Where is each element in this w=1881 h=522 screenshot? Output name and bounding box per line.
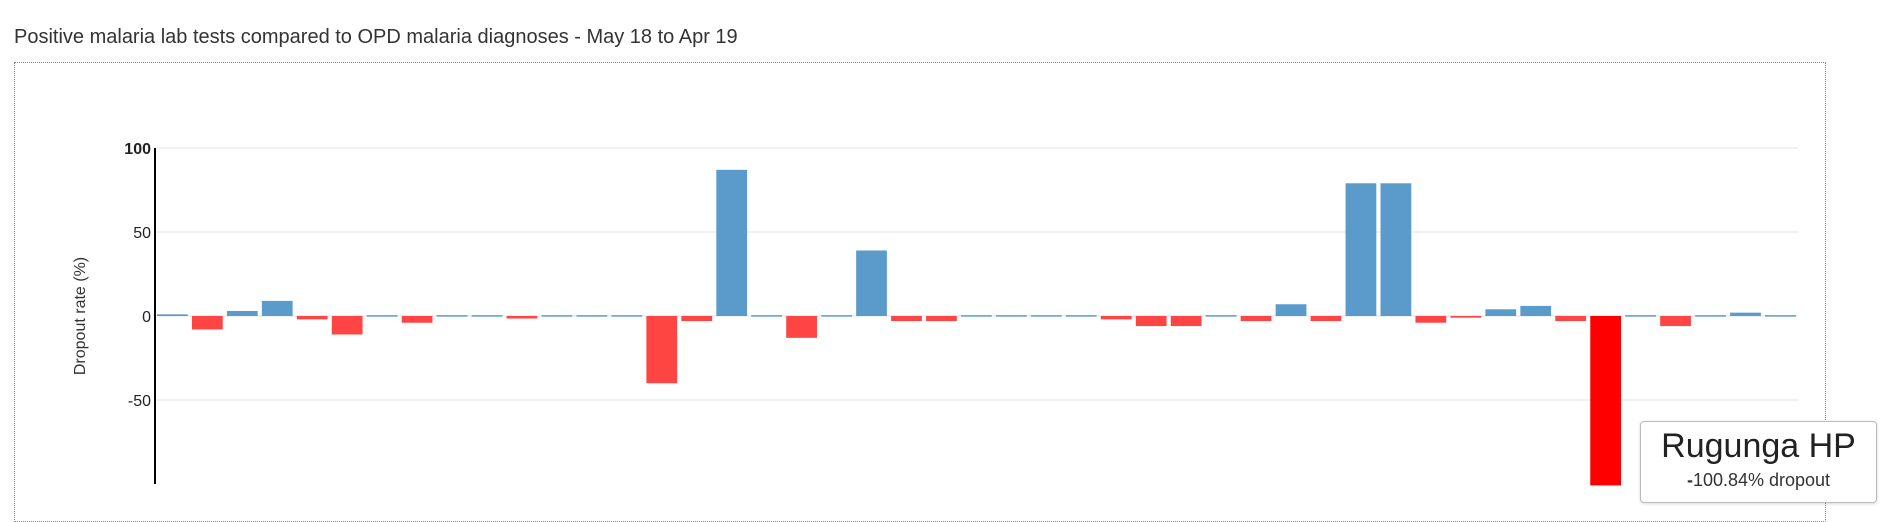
bar[interactable]: [1590, 316, 1622, 486]
bar[interactable]: [1170, 316, 1202, 327]
bar[interactable]: [1450, 316, 1482, 318]
bar[interactable]: [506, 316, 538, 319]
bar[interactable]: [1625, 315, 1656, 317]
bar[interactable]: [226, 310, 258, 316]
y-tick-label: 50: [133, 225, 151, 242]
bar[interactable]: [576, 315, 608, 317]
bar[interactable]: [1730, 312, 1761, 316]
y-tick-label: 100: [124, 141, 151, 158]
bar[interactable]: [926, 316, 957, 322]
bar[interactable]: [681, 316, 713, 322]
bar[interactable]: [1135, 316, 1167, 327]
bar[interactable]: [1100, 316, 1132, 320]
bar[interactable]: [1030, 315, 1062, 317]
tooltip-sign: -: [1686, 470, 1693, 490]
bar[interactable]: [1660, 316, 1691, 327]
bar[interactable]: [751, 315, 783, 317]
bar[interactable]: [436, 315, 468, 317]
bar[interactable]: [1485, 309, 1517, 316]
bar[interactable]: [891, 316, 922, 322]
bar[interactable]: [1520, 305, 1552, 316]
bars: [157, 169, 1796, 486]
bar[interactable]: [646, 316, 678, 384]
bar[interactable]: [1380, 183, 1412, 316]
bar[interactable]: [1310, 316, 1342, 322]
y-tick-label: 0: [142, 309, 151, 326]
bar[interactable]: [471, 315, 503, 317]
chart-title: Positive malaria lab tests compared to O…: [14, 26, 738, 48]
bar[interactable]: [331, 316, 363, 335]
bar[interactable]: [1205, 315, 1237, 317]
bar[interactable]: [1415, 316, 1447, 323]
bar[interactable]: [366, 315, 398, 317]
bar[interactable]: [856, 250, 887, 316]
bar[interactable]: [611, 315, 643, 317]
bar[interactable]: [157, 314, 188, 316]
bar[interactable]: [1695, 315, 1726, 317]
bar[interactable]: [1065, 315, 1097, 317]
tooltip-dropout-value: 100.84% dropout: [1692, 470, 1831, 490]
tooltip-facility-name: Rugunga HP: [1661, 427, 1856, 465]
bar[interactable]: [821, 315, 852, 317]
bar[interactable]: [1345, 183, 1377, 316]
bar[interactable]: [296, 316, 328, 320]
axes: 100 50 0 -50: [124, 141, 156, 484]
y-tick-label: -50: [128, 393, 151, 410]
bar[interactable]: [401, 316, 433, 323]
y-axis-label: Dropout rate (%): [72, 257, 89, 375]
bar[interactable]: [786, 316, 817, 338]
bar[interactable]: [261, 300, 293, 316]
bar[interactable]: [1555, 316, 1587, 322]
bar[interactable]: [716, 169, 748, 316]
bar[interactable]: [541, 315, 573, 317]
bar[interactable]: [191, 316, 223, 330]
bar-tooltip: Rugunga HP -100.84% dropout: [1640, 421, 1877, 503]
tooltip-value: -100.84% dropout: [1641, 468, 1876, 492]
bar[interactable]: [1240, 316, 1272, 322]
grid-lines: [155, 147, 1798, 401]
bar[interactable]: [995, 315, 1027, 317]
bar[interactable]: [1765, 315, 1796, 317]
bar[interactable]: [961, 315, 992, 317]
bar[interactable]: [1275, 304, 1307, 316]
